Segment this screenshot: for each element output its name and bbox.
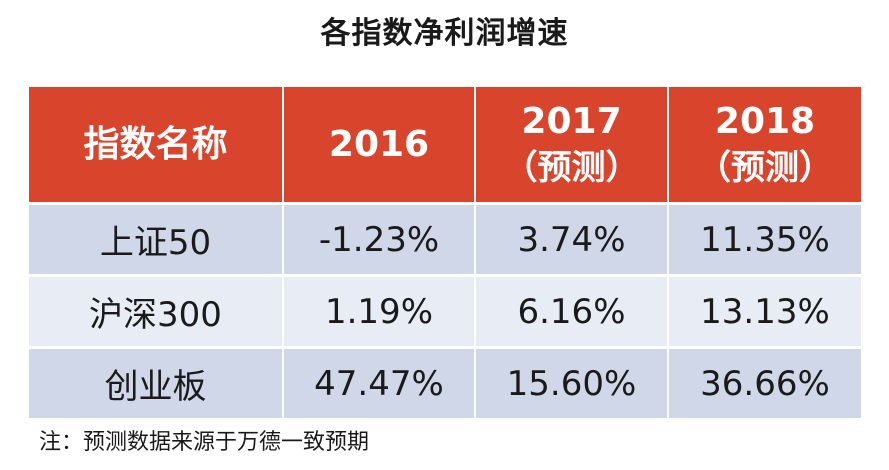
header-index-name: 指数名称 <box>29 87 284 204</box>
table-cell: 36.66% <box>668 346 861 418</box>
header-sublabel: （预测） <box>503 147 640 188</box>
table-cell: 1.19% <box>283 274 476 348</box>
table-header-row: 指数名称 2016 2017 （预测） 2018 （预测） <box>29 87 861 204</box>
table-row-csi300: 沪深300 1.19% 6.16% 13.13% <box>29 274 861 348</box>
data-table: 指数名称 2016 2017 （预测） 2018 （预测） 上证50 -1.23… <box>29 87 861 418</box>
table-cell: 15.60% <box>475 346 669 418</box>
header-2017: 2017 （预测） <box>475 87 669 204</box>
header-label: 2016 <box>328 123 430 165</box>
row-label: 沪深300 <box>29 274 284 348</box>
table-cell: 13.13% <box>668 274 861 348</box>
header-label: 2017 <box>521 100 622 142</box>
header-2016: 2016 <box>283 87 476 204</box>
table-cell: 47.47% <box>283 346 476 418</box>
chart-title: 各指数净利润增速 <box>320 16 569 51</box>
table-row-sse50: 上证50 -1.23% 3.74% 11.35% <box>29 202 861 276</box>
header-label: 指数名称 <box>83 123 228 165</box>
table-cell: 3.74% <box>475 202 669 276</box>
row-label: 创业板 <box>29 346 284 418</box>
table-cell: 11.35% <box>668 202 861 276</box>
header-2018: 2018 （预测） <box>668 87 861 204</box>
header-sublabel: （预测） <box>697 147 833 188</box>
header-label: 2018 <box>714 100 816 142</box>
table-row-chinext: 创业板 47.47% 15.60% 36.66% <box>29 346 861 418</box>
table-cell: -1.23% <box>283 202 476 276</box>
source-note: 注：预测数据来源于万德一致预期 <box>39 430 370 455</box>
table-cell: 6.16% <box>475 274 669 348</box>
row-label: 上证50 <box>29 202 284 276</box>
